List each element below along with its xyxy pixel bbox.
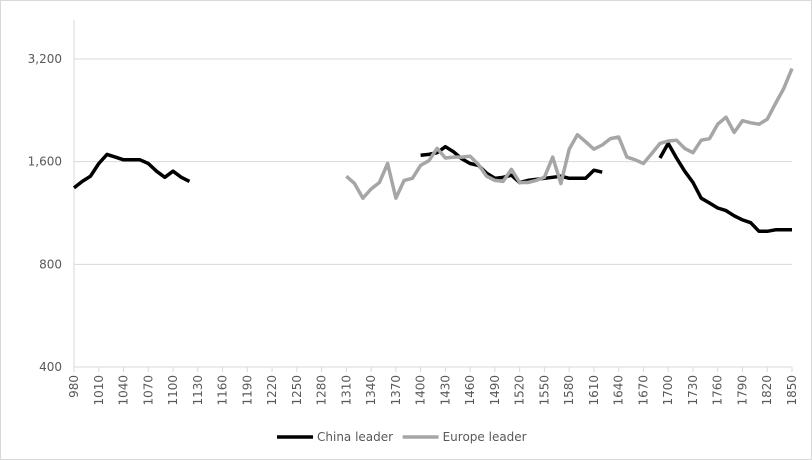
x-tick-label: 1430 <box>438 375 452 406</box>
x-tick-label: 1760 <box>711 375 725 406</box>
x-tick-label: 1190 <box>240 375 254 406</box>
x-tick-label: 1700 <box>661 375 675 406</box>
x-tick-label: 1790 <box>735 375 749 406</box>
y-tick-label: 3,200 <box>28 52 62 66</box>
x-tick-label: 1610 <box>587 375 601 406</box>
series-line <box>658 141 792 234</box>
x-tick-label: 1010 <box>92 375 106 406</box>
x-tick-label: 1670 <box>636 375 650 406</box>
x-tick-label: 1220 <box>265 375 279 406</box>
y-tick-label: 800 <box>39 257 62 271</box>
x-tick-label: 1070 <box>141 375 155 406</box>
x-tick-label: 1040 <box>117 375 131 406</box>
series-line <box>72 152 191 190</box>
x-tick-label: 1820 <box>760 375 774 406</box>
y-tick-label: 400 <box>39 360 62 374</box>
x-tick-label: 1400 <box>414 375 428 406</box>
x-tick-label: 1460 <box>463 375 477 406</box>
x-tick-label: 1160 <box>216 375 230 406</box>
x-tick-label: 1310 <box>339 375 353 406</box>
x-tick-label: 1850 <box>785 375 799 406</box>
x-tick-label: 1580 <box>562 375 576 406</box>
legend-label: Europe leader <box>443 430 527 444</box>
x-tick-label: 1520 <box>513 375 527 406</box>
series-line <box>345 67 794 200</box>
series-line <box>420 144 603 185</box>
x-tick-label: 1100 <box>166 375 180 406</box>
x-tick-label: 1250 <box>290 375 304 406</box>
x-tick-label: 1130 <box>191 375 205 406</box>
legend-label: China leader <box>317 430 393 444</box>
x-tick-label: 1490 <box>488 375 502 406</box>
x-tick-label: 980 <box>67 375 81 398</box>
x-tick-label: 1280 <box>315 375 329 406</box>
y-tick-label: 1,600 <box>28 155 62 169</box>
x-tick-label: 1730 <box>686 375 700 406</box>
x-tick-label: 1340 <box>364 375 378 406</box>
x-tick-label: 1640 <box>612 375 626 406</box>
x-tick-label: 1550 <box>537 375 551 406</box>
x-tick-label: 1370 <box>389 375 403 406</box>
